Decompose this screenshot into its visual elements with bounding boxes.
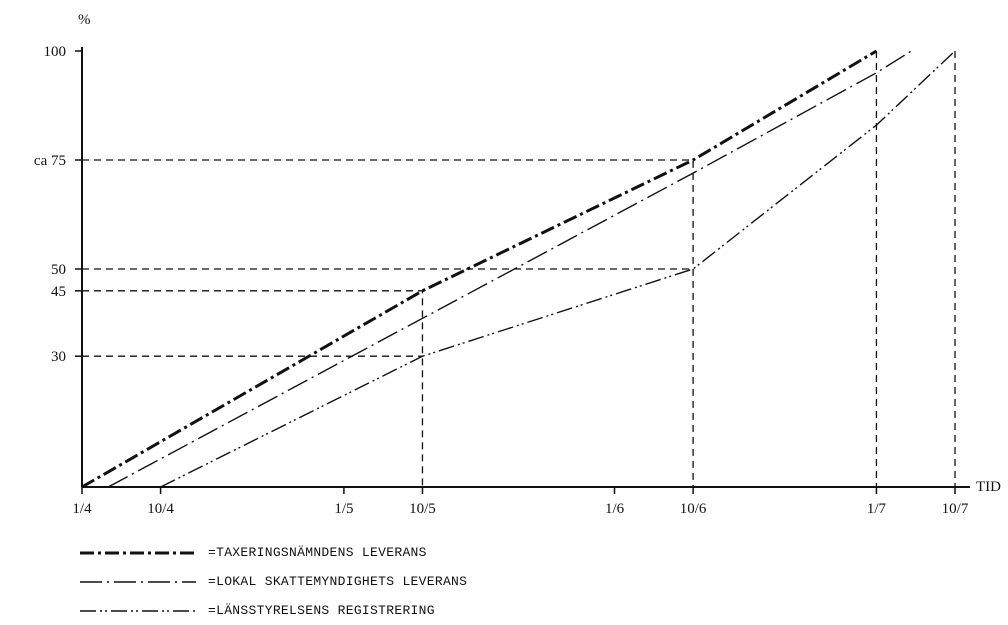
chart-canvas: 1/4 10/4 1/5 10/5 1/6 10/6 1/7 10/7 30 45 50 ca 75 1… — [34, 12, 1001, 517]
x-tick-label: 1/6 — [605, 501, 625, 517]
series-lines — [81, 49, 956, 489]
legend-swatch-dash-dot-dot — [80, 609, 196, 612]
legend-prefix: = — [208, 603, 217, 618]
legend-label: LÄNSSTYRELSENS REGISTRERING — [216, 603, 435, 618]
series-line — [81, 49, 878, 489]
legend-item: = TAXERINGSNÄMNDENS LEVERANS — [78, 538, 467, 567]
y-axis-unit-label: % — [78, 12, 91, 28]
x-tick-label: 10/4 — [147, 501, 174, 517]
series-line — [160, 50, 956, 488]
legend-swatch-heavy-dash-dot — [80, 551, 196, 554]
y-tick-label: ca 75 — [34, 153, 66, 169]
legend-item: = LOKAL SKATTEMYNDIGHETS LEVERANS — [78, 567, 467, 596]
reference-lines — [82, 51, 956, 487]
y-tick-label: 100 — [44, 44, 67, 60]
legend-item: = LÄNSSTYRELSENS REGISTRERING — [78, 596, 467, 625]
x-tick-label: 10/5 — [409, 501, 436, 517]
series-line — [107, 50, 912, 488]
legend: = TAXERINGSNÄMNDENS LEVERANS = LOKAL SKA… — [78, 538, 467, 625]
legend-swatch-dash-dot — [80, 580, 196, 583]
x-tick-label: 1/5 — [334, 501, 353, 517]
legend-prefix: = — [208, 545, 217, 560]
x-axis-label: TID — [976, 479, 1001, 495]
x-tick-label: 1/7 — [867, 501, 887, 517]
legend-label: LOKAL SKATTEMYNDIGHETS LEVERANS — [216, 574, 468, 589]
y-tick-label: 45 — [51, 284, 66, 300]
tick-marks — [75, 50, 956, 494]
x-tick-label: 1/4 — [72, 501, 92, 517]
reference-line — [82, 159, 694, 487]
x-tick-label: 10/7 — [942, 501, 969, 517]
x-tick-label: 10/6 — [680, 501, 707, 517]
axes — [81, 47, 970, 488]
tick-labels: 1/4 10/4 1/5 10/5 1/6 10/6 1/7 10/7 30 45 50 ca 75 1… — [34, 44, 969, 517]
legend-label: TAXERINGSNÄMNDENS LEVERANS — [216, 545, 427, 560]
y-tick-label: 30 — [51, 349, 66, 365]
legend-prefix: = — [208, 574, 217, 589]
y-tick-label: 50 — [51, 262, 66, 278]
reference-line — [82, 290, 424, 487]
